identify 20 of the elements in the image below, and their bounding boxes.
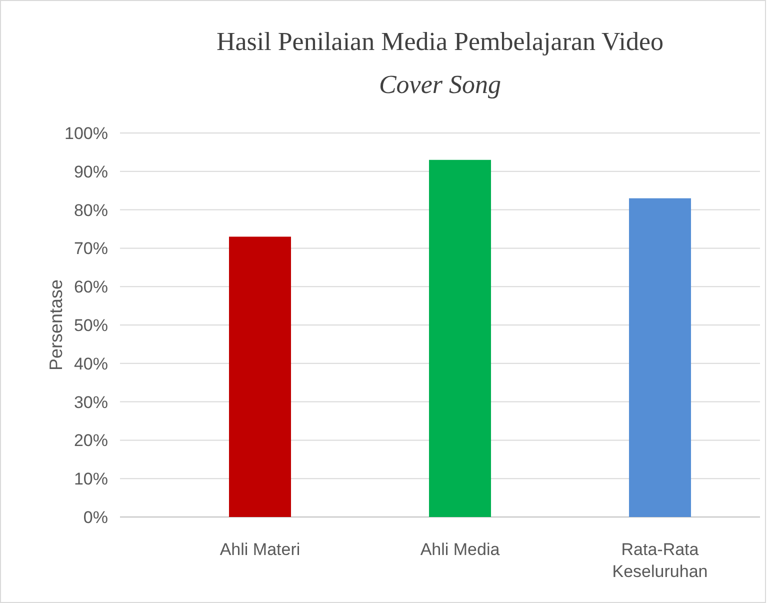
y-tick-label: 60% [74, 278, 108, 297]
y-tick-label: 30% [74, 392, 108, 412]
x-tick-label: Ahli Media [420, 540, 500, 559]
bar [229, 236, 291, 517]
y-tick-label: 50% [74, 316, 108, 335]
y-tick-label: 90% [74, 162, 108, 182]
y-tick-label: 100% [64, 124, 108, 143]
bar [629, 198, 691, 517]
chart-subtitle: Cover Song [378, 70, 502, 99]
bar [429, 160, 491, 517]
y-tick-label: 20% [74, 431, 108, 450]
x-tick-label: Ahli Materi [220, 540, 300, 559]
y-tick-label: 80% [74, 200, 108, 220]
y-tick-label: 40% [74, 354, 108, 374]
y-tick-label: 70% [74, 239, 108, 258]
x-tick-label: Rata-Rata Keseluruhan [612, 540, 708, 581]
y-tick-label: 10% [74, 470, 108, 489]
y-tick-label: 0% [83, 508, 108, 527]
y-axis-title: Persentase [46, 279, 66, 371]
chart-title: Hasil Penilaian Media Pembelajaran Video [216, 27, 664, 56]
